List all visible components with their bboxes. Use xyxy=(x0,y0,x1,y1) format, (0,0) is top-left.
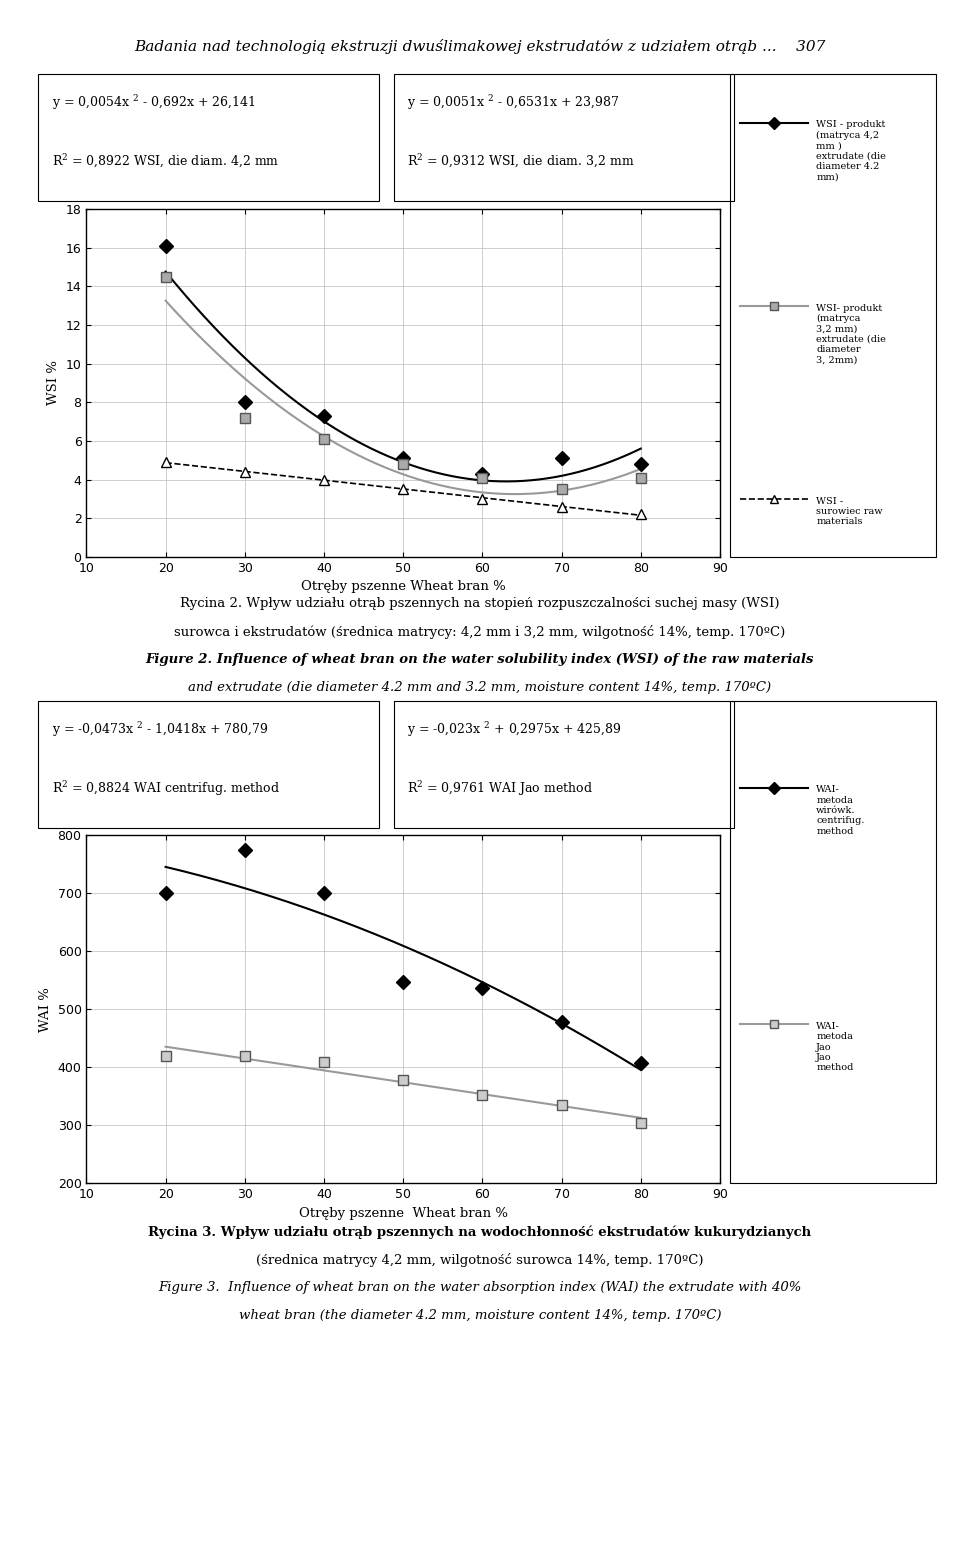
Text: WSI- produkt
(matryca
3,2 mm)
extrudate (die
diameter
3, 2mm): WSI- produkt (matryca 3,2 mm) extrudate … xyxy=(816,303,886,365)
Text: y = 0,0051x $\mathregular{^{2}}$ - 0,6531x + 23,987: y = 0,0051x $\mathregular{^{2}}$ - 0,653… xyxy=(407,93,620,113)
Text: R$\mathregular{^{2}}$ = 0,8922 WSI, die diam. 4,2 mm: R$\mathregular{^{2}}$ = 0,8922 WSI, die … xyxy=(52,153,279,170)
Text: WSI -
surowiec raw
materials: WSI - surowiec raw materials xyxy=(816,497,883,526)
Text: WSI - produkt
(matryca 4,2
mm )
extrudate (die
diameter 4.2
mm): WSI - produkt (matryca 4,2 mm ) extrudat… xyxy=(816,121,886,181)
Y-axis label: WAI %: WAI % xyxy=(39,987,52,1032)
Text: surowca i ekstrudatów (średnica matrycy: 4,2 mm i 3,2 mm, wilgotność 14%, temp. : surowca i ekstrudatów (średnica matrycy:… xyxy=(175,625,785,639)
Text: Figure 3.  Influence of wheat bran on the water absorption index (WAI) the extru: Figure 3. Influence of wheat bran on the… xyxy=(158,1281,802,1293)
Text: Figure 2. Influence of wheat bran on the water solubility index (WSI) of the raw: Figure 2. Influence of wheat bran on the… xyxy=(146,653,814,665)
Text: R$\mathregular{^{2}}$ = 0,8824 WAI centrifug. method: R$\mathregular{^{2}}$ = 0,8824 WAI centr… xyxy=(52,780,280,798)
Text: y = -0,023x $\mathregular{^{2}}$ + 0,2975x + 425,89: y = -0,023x $\mathregular{^{2}}$ + 0,297… xyxy=(407,719,622,739)
X-axis label: Otręby pszenne Wheat bran %: Otręby pszenne Wheat bran % xyxy=(300,580,506,594)
Text: Rycina 3. Wpływ udziału otrąb pszennych na wodochłonność ekstrudatów kukurydzian: Rycina 3. Wpływ udziału otrąb pszennych … xyxy=(149,1225,811,1239)
Text: Badania nad technologią ekstruzji dwuślimakowej ekstrudatów z udziałem otrąb ...: Badania nad technologią ekstruzji dwuśli… xyxy=(134,39,826,54)
Text: wheat bran (the diameter 4.2 mm, moisture content 14%, temp. 170ºC): wheat bran (the diameter 4.2 mm, moistur… xyxy=(239,1309,721,1321)
Text: and extrudate (die diameter 4.2 mm and 3.2 mm, moisture content 14%, temp. 170ºC: and extrudate (die diameter 4.2 mm and 3… xyxy=(188,681,772,693)
Text: R$\mathregular{^{2}}$ = 0,9761 WAI Jao method: R$\mathregular{^{2}}$ = 0,9761 WAI Jao m… xyxy=(407,780,593,798)
Text: (średnica matrycy 4,2 mm, wilgotność surowca 14%, temp. 170ºC): (średnica matrycy 4,2 mm, wilgotność sur… xyxy=(256,1253,704,1267)
Text: y = 0,0054x $\mathregular{^{2}}$ - 0,692x + 26,141: y = 0,0054x $\mathregular{^{2}}$ - 0,692… xyxy=(52,93,255,113)
Text: WAI-
metoda
wirówk.
centrifug.
method: WAI- metoda wirówk. centrifug. method xyxy=(816,786,865,835)
Text: WAI-
metoda
Jao
Jao
method: WAI- metoda Jao Jao method xyxy=(816,1021,853,1072)
Text: Rycina 2. Wpływ udziału otrąb pszennych na stopień rozpuszczalności suchej masy : Rycina 2. Wpływ udziału otrąb pszennych … xyxy=(180,597,780,610)
Y-axis label: WSI %: WSI % xyxy=(47,360,60,405)
Text: R$\mathregular{^{2}}$ = 0,9312 WSI, die diam. 3,2 mm: R$\mathregular{^{2}}$ = 0,9312 WSI, die … xyxy=(407,153,635,170)
X-axis label: Otręby pszenne  Wheat bran %: Otręby pszenne Wheat bran % xyxy=(299,1207,508,1221)
Text: y = -0,0473x $\mathregular{^{2}}$ - 1,0418x + 780,79: y = -0,0473x $\mathregular{^{2}}$ - 1,04… xyxy=(52,719,269,739)
